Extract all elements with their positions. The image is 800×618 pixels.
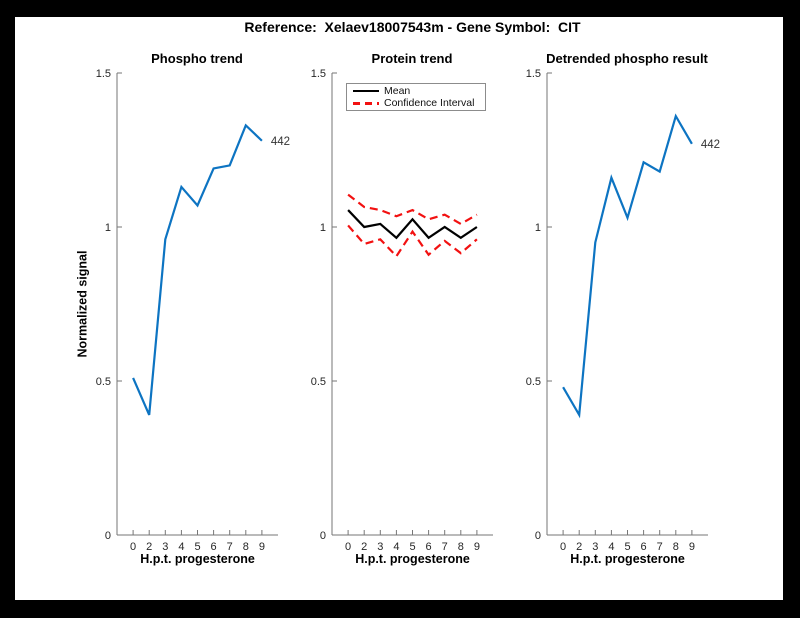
figure-title: Reference: Xelaev18007543m - Gene Symbol… xyxy=(244,19,581,35)
x-tick-label: 3 xyxy=(162,541,168,553)
x-tick-label: 5 xyxy=(624,541,630,553)
x-tick-label: 4 xyxy=(608,541,614,553)
x-tick-label: 4 xyxy=(178,541,184,553)
x-tick-label: 9 xyxy=(474,541,480,553)
x-tick-label: 5 xyxy=(194,541,200,553)
x-tick-label: 2 xyxy=(361,541,367,553)
ci-lower-line xyxy=(347,224,478,259)
legend-row-mean: Mean xyxy=(347,85,485,97)
y-tick-label: 0.5 xyxy=(96,376,111,388)
ci-dashed-line-icon xyxy=(353,102,379,105)
x-tick-label: 0 xyxy=(130,541,136,553)
legend-row-ci: Confidence Interval xyxy=(347,97,485,109)
x-tick-label: 0 xyxy=(560,541,566,553)
y-tick-label: 0 xyxy=(320,530,326,542)
x-tick-label: 6 xyxy=(641,541,647,553)
y-tick-label: 1 xyxy=(105,222,111,234)
legend-mean-label: Mean xyxy=(384,84,411,97)
series-end-label: 442 xyxy=(271,136,290,148)
mean-line xyxy=(347,209,478,240)
ci-upper-line xyxy=(347,193,478,226)
x-tick-label: 7 xyxy=(227,541,233,553)
y-tick-label: 0 xyxy=(535,530,541,542)
x-tick-label: 0 xyxy=(345,541,351,553)
x-tick-label: 2 xyxy=(146,541,152,553)
x-tick-label: 7 xyxy=(657,541,663,553)
y-tick-label: 1.5 xyxy=(526,68,541,80)
y-tick-label: 0 xyxy=(105,530,111,542)
x-tick-label: 6 xyxy=(211,541,217,553)
x-tick-label: 3 xyxy=(377,541,383,553)
x-tick-label: 9 xyxy=(689,541,695,553)
x-tick-label: 9 xyxy=(259,541,265,553)
x-tick-label: 2 xyxy=(576,541,582,553)
mean-line-icon xyxy=(353,89,379,92)
y-tick-label: 1.5 xyxy=(311,68,326,80)
detrended-result-title: Detrended phospho result xyxy=(546,51,708,66)
legend-ci-label: Confidence Interval xyxy=(384,97,475,110)
x-tick-label: 8 xyxy=(458,541,464,553)
x-tick-label: 3 xyxy=(592,541,598,553)
xlabel-plot1: H.p.t. progesterone xyxy=(140,552,255,566)
xlabel-plot2: H.p.t. progesterone xyxy=(355,552,470,566)
x-tick-label: 6 xyxy=(426,541,432,553)
y-tick-label: 0.5 xyxy=(526,376,541,388)
phospho-line xyxy=(132,123,263,416)
x-tick-label: 4 xyxy=(393,541,399,553)
x-tick-label: 7 xyxy=(442,541,448,553)
legend-box: Mean Confidence Interval xyxy=(346,83,486,111)
x-tick-label: 8 xyxy=(673,541,679,553)
x-tick-label: 8 xyxy=(243,541,249,553)
xlabel-plot3: H.p.t. progesterone xyxy=(570,552,685,566)
y-tick-label: 1 xyxy=(320,222,326,234)
x-tick-label: 5 xyxy=(409,541,415,553)
figure-canvas xyxy=(15,17,783,600)
y-tick-label: 1 xyxy=(535,222,541,234)
series-end-label: 442 xyxy=(701,139,720,151)
protein-trend-title: Protein trend xyxy=(371,51,453,66)
y-tick-label: 1.5 xyxy=(96,68,111,80)
protein-trend-plot: 00.511.50 2 3 4 5 6 7 8 9 xyxy=(311,68,493,553)
detrended-phospho-line xyxy=(562,113,693,419)
y-tick-label: 0.5 xyxy=(311,376,326,388)
phospho-trend-title: Phospho trend xyxy=(151,51,243,66)
